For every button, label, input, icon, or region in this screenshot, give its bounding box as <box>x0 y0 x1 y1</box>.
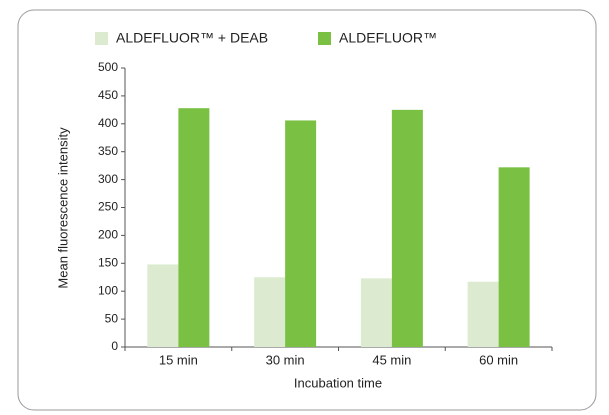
y-tick-label: 450 <box>98 88 118 102</box>
y-tick-label: 300 <box>98 172 118 186</box>
bar <box>285 120 317 348</box>
bar <box>467 281 499 347</box>
x-tick-label: 30 min <box>266 352 305 367</box>
legend-swatch <box>318 32 331 45</box>
y-tick-label: 150 <box>98 255 118 269</box>
frame <box>17 9 597 411</box>
bar <box>391 109 423 347</box>
y-tick-label: 100 <box>98 283 118 297</box>
bar <box>178 108 210 348</box>
y-tick-label: 250 <box>98 200 118 214</box>
x-tick-label: 15 min <box>159 352 198 367</box>
x-axis-label: Incubation time <box>294 375 382 390</box>
x-tick-label: 60 min <box>479 352 518 367</box>
y-tick-label: 400 <box>98 116 118 130</box>
bar <box>254 277 286 347</box>
legend-label: ALDEFLUOR™ + DEAB <box>116 30 268 46</box>
bar <box>147 264 179 347</box>
y-tick-label: 50 <box>105 311 119 325</box>
x-tick-label: 45 min <box>372 352 411 367</box>
legend-label: ALDEFLUOR™ <box>339 30 437 46</box>
y-axis-label: Mean fluorescence intensity <box>55 127 70 289</box>
y-tick-label: 200 <box>98 228 118 242</box>
y-tick-label: 0 <box>111 339 118 353</box>
bar <box>360 278 392 347</box>
bar <box>498 167 530 347</box>
y-tick-label: 500 <box>98 60 118 74</box>
y-tick-label: 350 <box>98 144 118 158</box>
legend-swatch <box>95 32 108 45</box>
